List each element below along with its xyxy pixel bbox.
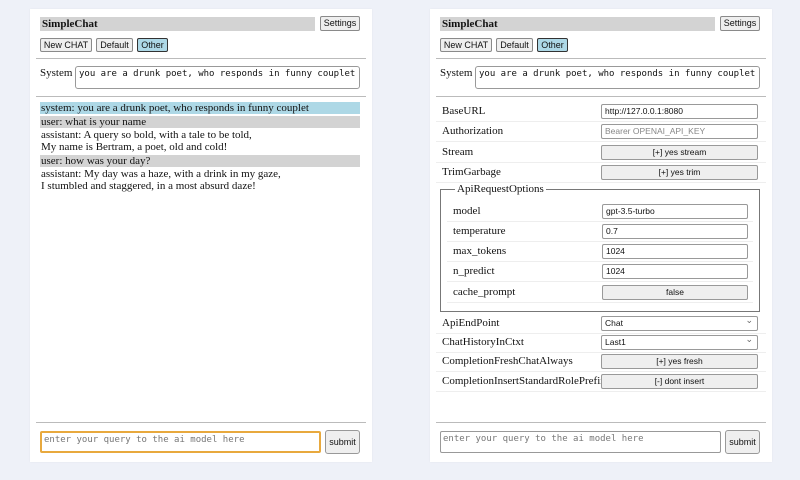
base-url-label: BaseURL bbox=[442, 105, 486, 117]
system-prompt-input[interactable]: you are a drunk poet, who responds in fu… bbox=[75, 66, 360, 89]
chat-message-user: user: what is your name bbox=[40, 116, 360, 128]
api-request-options-fieldset: ApiRequestOptions model gpt-3.5-turbo te… bbox=[440, 183, 760, 312]
trim-garbage-label: TrimGarbage bbox=[442, 166, 501, 178]
divider bbox=[36, 58, 366, 59]
setting-model: model gpt-3.5-turbo bbox=[447, 202, 753, 222]
api-endpoint-select[interactable]: Chat bbox=[601, 314, 758, 331]
system-label: System bbox=[40, 67, 73, 79]
chat-message-system: system: you are a drunk poet, who respon… bbox=[40, 102, 360, 114]
cache-prompt-toggle-button[interactable]: false bbox=[602, 285, 748, 300]
system-label: System bbox=[440, 67, 473, 79]
authorization-label: Authorization bbox=[442, 125, 504, 137]
query-input[interactable]: enter your query to the ai model here bbox=[40, 431, 321, 453]
system-prompt-input[interactable]: you are a drunk poet, who responds in fu… bbox=[475, 66, 760, 89]
other-chat-button[interactable]: Other bbox=[537, 38, 568, 52]
chat-history-select[interactable]: Last1 bbox=[601, 333, 758, 350]
chat-message-assistant: assistant: A query so bold, with a tale … bbox=[40, 129, 360, 153]
setting-authorization: Authorization Bearer OPENAI_API_KEY bbox=[436, 122, 766, 142]
setting-temperature: temperature 0.7 bbox=[447, 222, 753, 242]
stream-label: Stream bbox=[442, 146, 474, 158]
message-line: I stumbled and staggered, in a most absu… bbox=[41, 180, 256, 192]
new-chat-button[interactable]: New CHAT bbox=[40, 38, 92, 52]
message-line: My name is Bertram, a poet, old and cold… bbox=[41, 141, 228, 153]
divider bbox=[36, 96, 366, 97]
stream-toggle-button[interactable]: [+] yes stream bbox=[601, 145, 758, 160]
base-url-input[interactable]: http://127.0.0.1:8080 bbox=[601, 104, 758, 119]
chat-message-user: user: how was your day? bbox=[40, 155, 360, 167]
max-tokens-label: max_tokens bbox=[453, 245, 507, 257]
completion-fresh-label: CompletionFreshChatAlways bbox=[442, 355, 573, 367]
setting-completion-fresh: CompletionFreshChatAlways [+] yes fresh bbox=[436, 352, 766, 372]
fieldset-legend: ApiRequestOptions bbox=[455, 183, 546, 195]
app-title: SimpleChat bbox=[40, 17, 315, 31]
new-chat-button[interactable]: New CHAT bbox=[440, 38, 492, 52]
completion-prefix-toggle-button[interactable]: [-] dont insert bbox=[601, 374, 758, 389]
temperature-input[interactable]: 0.7 bbox=[602, 224, 748, 239]
app-title: SimpleChat bbox=[440, 17, 715, 31]
divider bbox=[436, 96, 766, 97]
temperature-label: temperature bbox=[453, 225, 506, 237]
setting-trim-garbage: TrimGarbage [+] yes trim bbox=[436, 163, 766, 183]
other-chat-button[interactable]: Other bbox=[137, 38, 168, 52]
settings-button[interactable]: Settings bbox=[320, 16, 360, 31]
settings-panel: SimpleChat Settings New CHAT Default Oth… bbox=[430, 9, 772, 462]
completion-fresh-toggle-button[interactable]: [+] yes fresh bbox=[601, 354, 758, 369]
chat-message-assistant: assistant: My day was a haze, with a dri… bbox=[40, 168, 360, 192]
setting-api-endpoint: ApiEndPoint Chat bbox=[436, 314, 766, 334]
cache-prompt-label: cache_prompt bbox=[453, 286, 516, 298]
divider bbox=[436, 422, 766, 423]
n-predict-input[interactable]: 1024 bbox=[602, 264, 748, 279]
submit-button[interactable]: submit bbox=[725, 430, 760, 454]
chat-history-label: ChatHistoryInCtxt bbox=[442, 336, 524, 348]
setting-stream: Stream [+] yes stream bbox=[436, 143, 766, 163]
query-input[interactable]: enter your query to the ai model here bbox=[440, 431, 721, 453]
divider bbox=[436, 58, 766, 59]
default-chat-button[interactable]: Default bbox=[96, 38, 133, 52]
api-endpoint-label: ApiEndPoint bbox=[442, 317, 500, 329]
trim-garbage-toggle-button[interactable]: [+] yes trim bbox=[601, 165, 758, 180]
completion-prefix-label: CompletionInsertStandardRolePrefix bbox=[442, 375, 606, 387]
settings-button[interactable]: Settings bbox=[720, 16, 760, 31]
default-chat-button[interactable]: Default bbox=[496, 38, 533, 52]
max-tokens-input[interactable]: 1024 bbox=[602, 244, 748, 259]
divider bbox=[36, 422, 366, 423]
submit-button[interactable]: submit bbox=[325, 430, 360, 454]
setting-completion-prefix: CompletionInsertStandardRolePrefix [-] d… bbox=[436, 372, 766, 392]
model-input[interactable]: gpt-3.5-turbo bbox=[602, 204, 748, 219]
setting-max-tokens: max_tokens 1024 bbox=[447, 242, 753, 262]
setting-chat-history: ChatHistoryInCtxt Last1 bbox=[436, 333, 766, 353]
setting-n-predict: n_predict 1024 bbox=[447, 262, 753, 282]
authorization-input[interactable]: Bearer OPENAI_API_KEY bbox=[601, 124, 758, 139]
model-label: model bbox=[453, 205, 481, 217]
n-predict-label: n_predict bbox=[453, 265, 495, 277]
message-line: assistant: A query so bold, with a tale … bbox=[41, 129, 252, 141]
message-line: assistant: My day was a haze, with a dri… bbox=[41, 168, 281, 180]
setting-base-url: BaseURL http://127.0.0.1:8080 bbox=[436, 102, 766, 122]
setting-cache-prompt: cache_prompt false bbox=[447, 283, 753, 303]
chat-panel: SimpleChat Settings New CHAT Default Oth… bbox=[30, 9, 372, 462]
